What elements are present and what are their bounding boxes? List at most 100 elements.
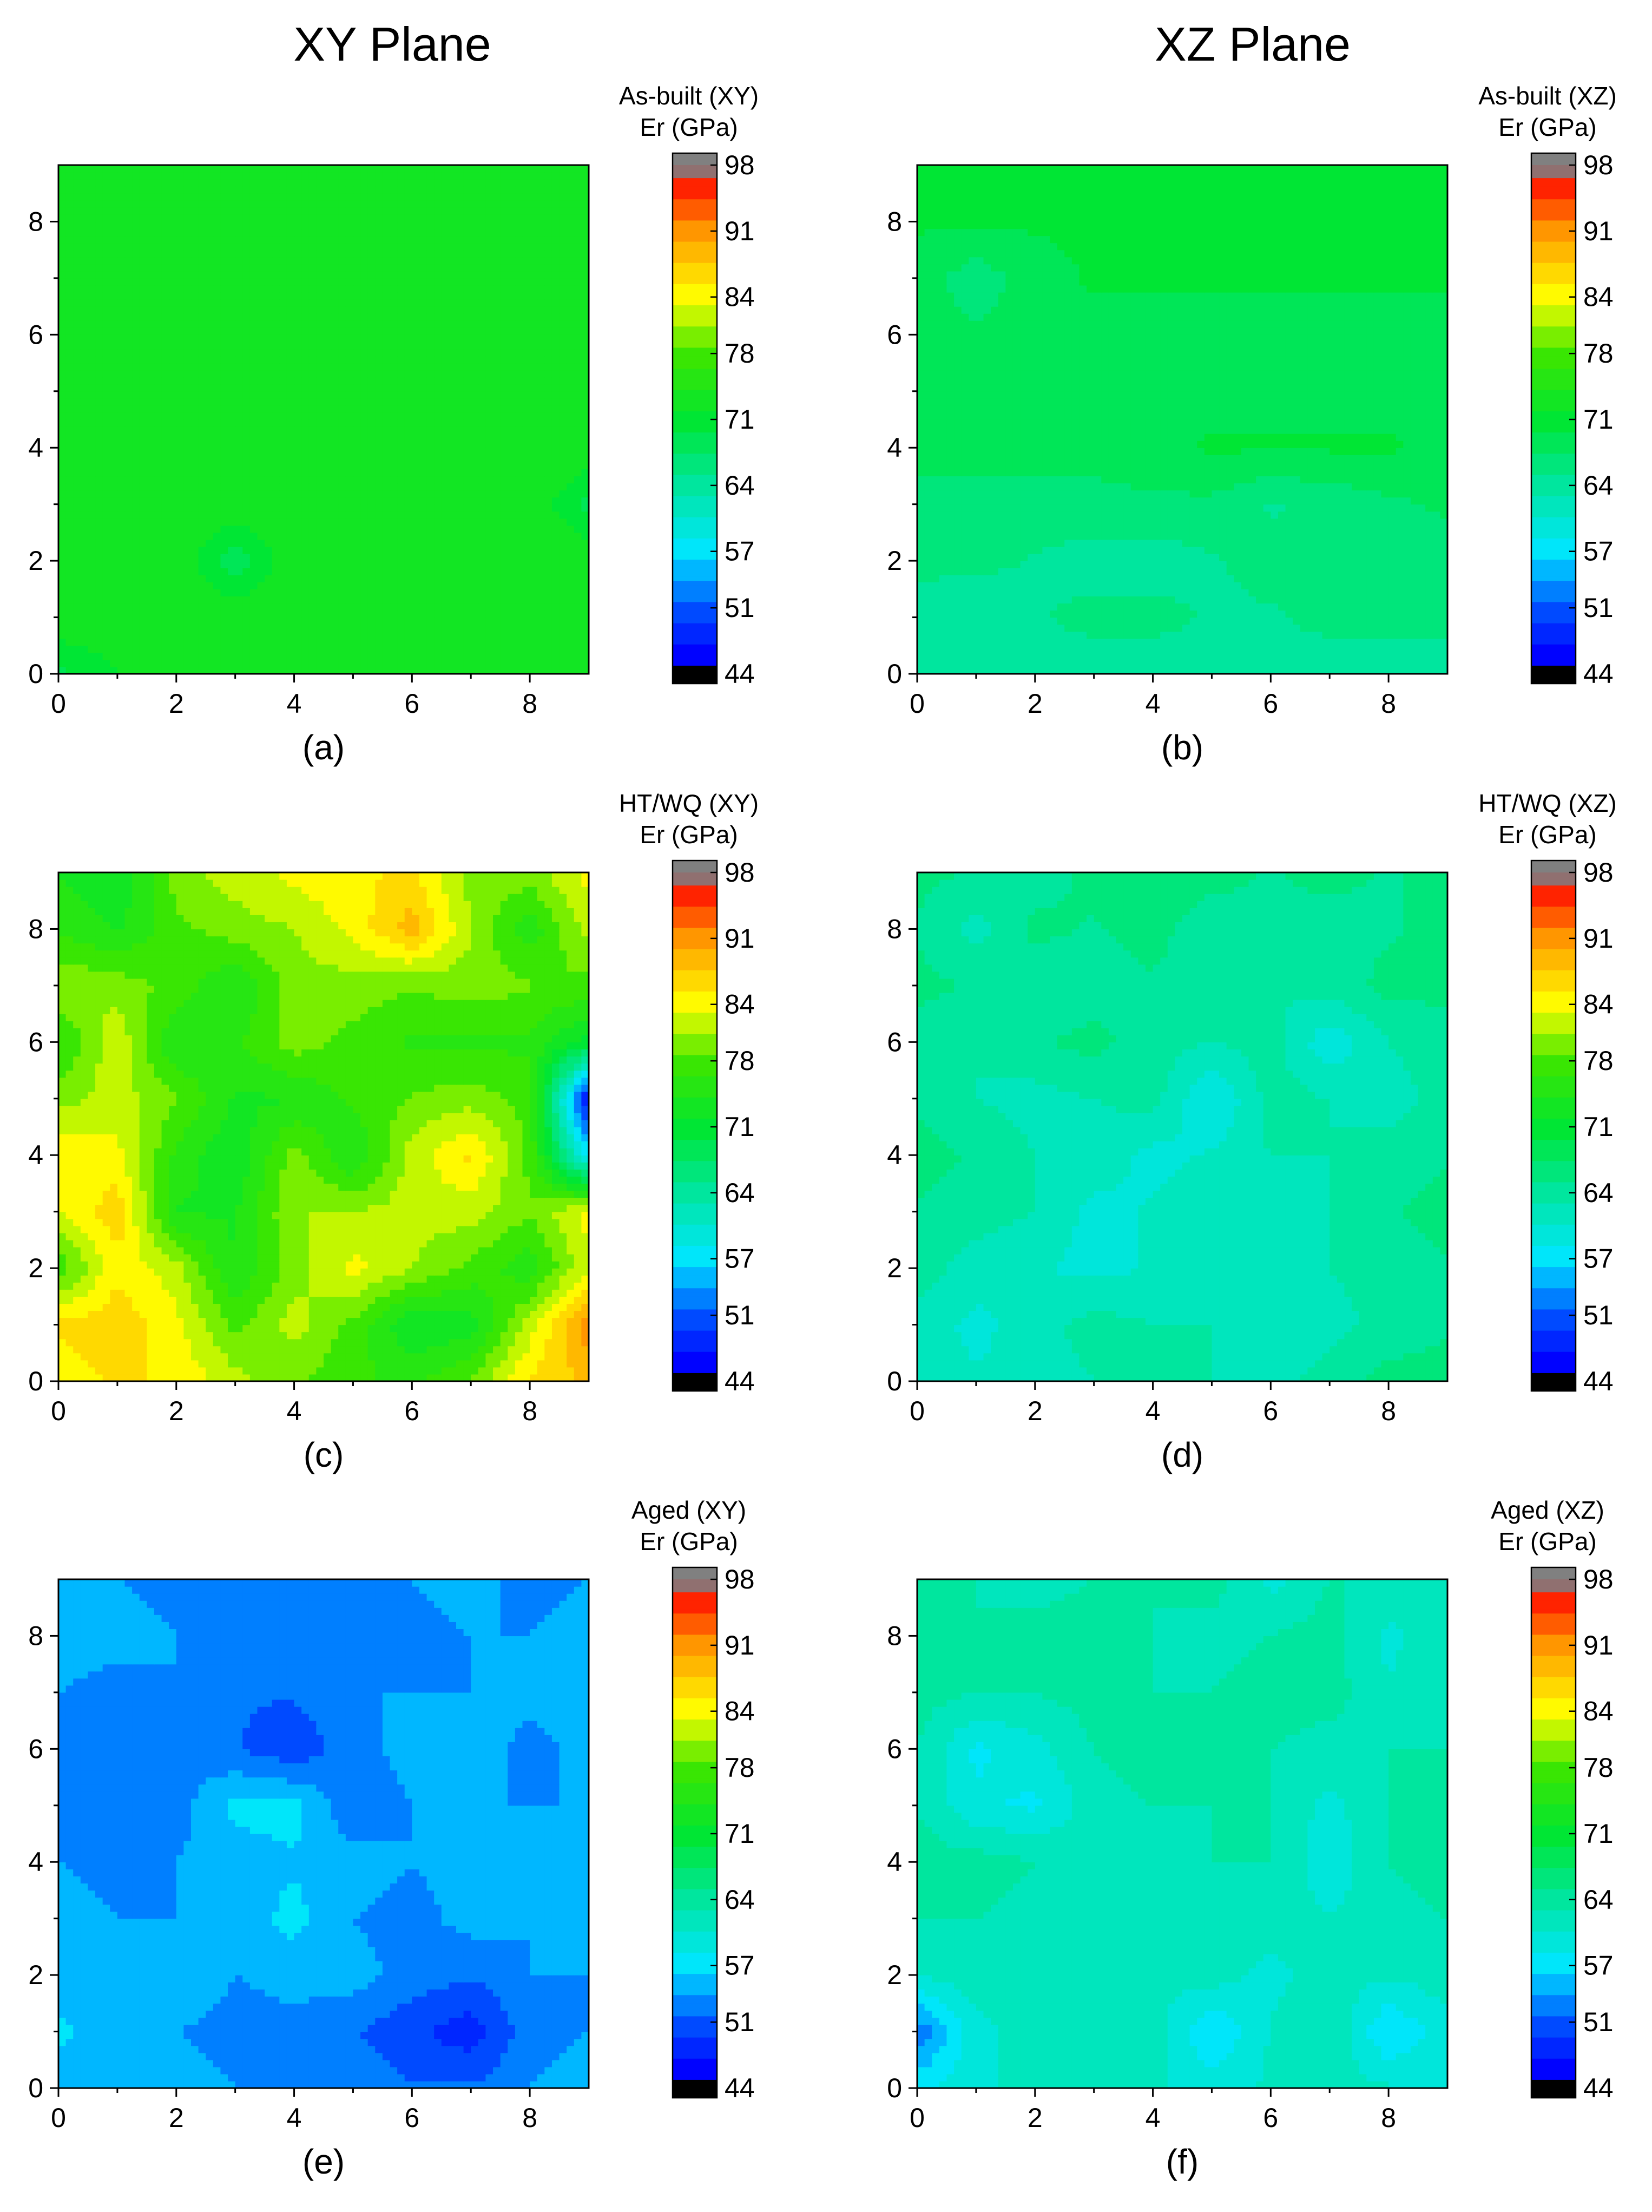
contour-cell [404, 469, 412, 477]
contour-cell [206, 377, 214, 385]
contour-cell [124, 221, 133, 229]
contour-cell [375, 554, 383, 561]
contour-cell [567, 568, 575, 575]
contour-cell [279, 313, 287, 321]
contour-cell [522, 659, 530, 667]
contour-cell [574, 624, 582, 632]
contour-cell [449, 645, 457, 653]
contour-cell [124, 448, 133, 455]
contour-field [58, 165, 589, 674]
contour-cell [360, 186, 368, 194]
contour-cell [500, 652, 508, 660]
contour-cell [426, 356, 435, 364]
contour-cell [441, 554, 449, 561]
contour-cell [213, 603, 221, 611]
contour-cell [530, 652, 538, 660]
contour-cell [522, 278, 530, 286]
contour-cell [220, 483, 228, 491]
contour-cell [581, 652, 589, 660]
contour-cell [412, 278, 420, 286]
contour-cell [478, 264, 486, 272]
contour-cell [559, 645, 567, 653]
contour-cell [581, 666, 589, 674]
contour-cell [353, 398, 361, 406]
contour-cell [257, 610, 265, 618]
contour-cell [353, 582, 361, 589]
contour-cell [390, 518, 398, 526]
contour-cell [154, 448, 162, 455]
contour-cell [508, 511, 516, 519]
contour-cell [360, 419, 368, 427]
contour-cell [404, 596, 412, 604]
contour-cell [324, 186, 332, 194]
contour-cell [382, 299, 391, 307]
contour-cell [434, 292, 442, 300]
contour-cell [441, 659, 449, 667]
contour-cell [345, 666, 354, 674]
contour-cell [176, 483, 184, 491]
contour-cell [360, 645, 368, 653]
contour-cell [522, 207, 530, 215]
contour-cell [198, 342, 206, 350]
contour-cell [522, 638, 530, 646]
contour-cell [390, 547, 398, 554]
contour-cell [449, 455, 457, 462]
contour-cell [169, 398, 177, 406]
contour-cell [80, 306, 89, 314]
contour-cell [471, 228, 479, 237]
contour-cell [169, 349, 177, 357]
contour-cell [537, 200, 545, 208]
contour-cell [124, 207, 133, 215]
contour-cell [382, 638, 391, 646]
contour-cell [206, 532, 214, 540]
contour-cell [213, 554, 221, 561]
contour-cell [183, 596, 192, 604]
contour-cell [183, 285, 192, 293]
contour-cell [308, 504, 317, 512]
contour-cell [80, 363, 89, 371]
contour-cell [500, 589, 508, 596]
contour-cell [206, 398, 214, 406]
contour-cell [367, 200, 376, 208]
contour-cell [581, 250, 589, 258]
contour-cell [508, 235, 516, 244]
contour-cell [176, 320, 184, 328]
contour-cell [515, 214, 523, 222]
contour-cell [324, 306, 332, 314]
contour-cell [272, 384, 280, 392]
contour-cell [530, 539, 538, 547]
contour-cell [338, 426, 346, 434]
contour-cell [515, 568, 523, 575]
contour-cell [235, 405, 243, 413]
contour-cell [198, 221, 206, 229]
contour-cell [324, 363, 332, 371]
contour-cell [161, 207, 169, 215]
contour-cell [213, 306, 221, 314]
contour-cell [176, 221, 184, 229]
contour-cell [375, 462, 383, 469]
contour-cell [574, 469, 582, 477]
contour-cell [471, 250, 479, 258]
contour-cell [169, 582, 177, 589]
contour-cell [360, 659, 368, 667]
contour-cell [242, 363, 251, 371]
contour-cell [500, 214, 508, 222]
contour-cell [574, 384, 582, 392]
contour-cell [456, 539, 464, 547]
contour-cell [485, 561, 493, 568]
contour-cell [360, 412, 368, 420]
contour-cell [360, 250, 368, 258]
contour-cell [301, 384, 310, 392]
contour-cell [65, 659, 74, 667]
contour-cell [176, 561, 184, 568]
contour-cell [390, 624, 398, 632]
contour-cell [471, 490, 479, 498]
contour-cell [110, 652, 118, 660]
contour-cell [242, 624, 251, 632]
contour-cell [500, 554, 508, 561]
contour-cell [471, 327, 479, 335]
contour-cell [169, 645, 177, 653]
contour-cell [220, 532, 228, 540]
contour-cell [249, 405, 258, 413]
contour-cell [286, 349, 295, 357]
